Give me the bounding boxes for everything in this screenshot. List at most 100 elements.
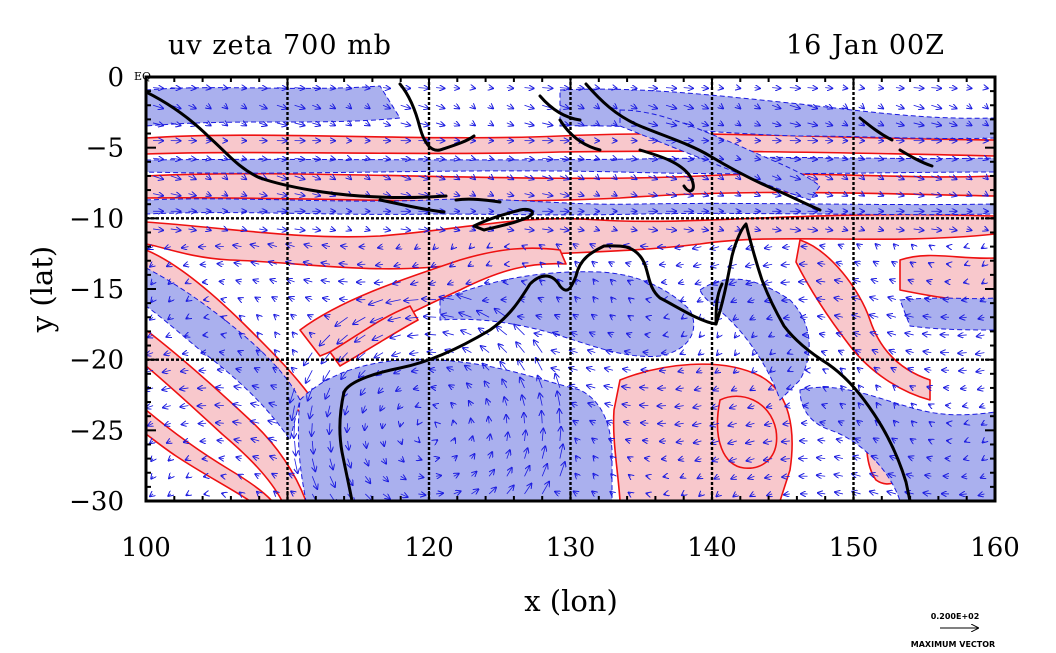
wind-vector bbox=[259, 194, 266, 196]
wind-vector bbox=[872, 279, 879, 282]
wind-vector bbox=[542, 158, 552, 159]
wind-vector bbox=[735, 353, 737, 356]
wind-vector bbox=[330, 440, 331, 452]
wind-vector bbox=[665, 105, 676, 108]
wind-vector bbox=[184, 264, 189, 265]
wind-vector bbox=[418, 194, 428, 196]
wind-vector bbox=[233, 422, 242, 423]
wind-vector bbox=[274, 315, 277, 317]
wind-vector bbox=[894, 244, 896, 246]
wind-vector bbox=[400, 423, 401, 426]
wind-vector bbox=[719, 194, 723, 196]
wind-vector bbox=[506, 194, 513, 196]
wind-vector bbox=[931, 123, 941, 125]
wind-vector bbox=[876, 421, 879, 424]
wind-vector bbox=[242, 88, 247, 89]
wind-vector bbox=[574, 244, 578, 247]
wind-vector bbox=[541, 464, 547, 477]
wind-vector bbox=[982, 247, 985, 249]
wind-vector bbox=[215, 405, 224, 406]
wind-vector bbox=[387, 300, 401, 303]
wind-vector bbox=[893, 386, 896, 388]
wind-vector bbox=[170, 123, 181, 125]
wind-vector bbox=[892, 368, 896, 370]
wind-vector bbox=[767, 317, 772, 319]
wind-vector bbox=[622, 387, 631, 388]
wind-vector bbox=[188, 158, 195, 159]
wind-vector bbox=[895, 176, 904, 179]
wind-vector bbox=[948, 229, 957, 230]
wind-vector bbox=[433, 405, 436, 406]
wind-vector bbox=[221, 476, 223, 477]
wind-vector bbox=[983, 264, 985, 266]
wind-vector bbox=[982, 282, 984, 284]
wind-vector bbox=[959, 335, 967, 336]
wind-vector bbox=[980, 406, 984, 408]
wind-vector bbox=[522, 281, 525, 282]
wind-vector bbox=[737, 158, 741, 159]
wind-vector bbox=[514, 325, 525, 336]
wind-vector bbox=[312, 458, 315, 472]
wind-vector bbox=[378, 388, 383, 393]
wind-vector bbox=[221, 299, 223, 300]
wind-vector bbox=[701, 88, 708, 89]
wind-vector bbox=[604, 386, 614, 388]
wind-vector bbox=[835, 492, 843, 494]
wind-vector bbox=[522, 246, 524, 247]
wind-vector bbox=[750, 317, 754, 319]
wind-vector bbox=[611, 298, 613, 300]
wind-vector bbox=[222, 317, 224, 318]
wind-vector bbox=[323, 298, 331, 300]
wind-vector bbox=[807, 123, 818, 125]
wind-vector bbox=[169, 282, 171, 284]
wind-vector bbox=[454, 194, 459, 196]
wind-vector bbox=[432, 264, 436, 267]
wind-vector bbox=[237, 280, 242, 281]
wind-vector bbox=[449, 385, 454, 388]
wind-vector bbox=[609, 439, 613, 441]
wind-vector bbox=[923, 316, 932, 317]
wind-vector bbox=[170, 229, 181, 230]
wind-vector bbox=[665, 176, 676, 179]
wind-vector bbox=[931, 88, 941, 89]
wind-vector bbox=[716, 494, 719, 496]
wind-vector bbox=[788, 353, 790, 354]
wind-vector bbox=[976, 370, 985, 372]
wind-vector bbox=[576, 456, 578, 459]
wind-vector bbox=[187, 300, 189, 301]
wind-vector bbox=[485, 282, 489, 283]
wind-vector bbox=[418, 423, 419, 424]
wind-vector bbox=[382, 88, 390, 89]
wind-vector bbox=[560, 444, 563, 459]
wind-vector bbox=[719, 105, 723, 108]
wind-vector bbox=[502, 380, 507, 389]
wind-vector bbox=[268, 421, 278, 423]
wind-vector bbox=[701, 194, 708, 196]
wind-vector bbox=[905, 315, 914, 317]
wind-vector bbox=[892, 262, 896, 264]
wind-vector bbox=[312, 229, 320, 230]
wind-vector bbox=[169, 300, 171, 302]
wind-vector bbox=[312, 123, 320, 125]
wind-vector bbox=[496, 327, 508, 336]
wind-vector bbox=[610, 315, 613, 317]
wind-vector bbox=[259, 105, 266, 108]
wind-vector bbox=[878, 229, 883, 230]
wind-vector bbox=[426, 334, 437, 335]
wind-vector bbox=[858, 368, 861, 370]
wind-vector bbox=[383, 459, 386, 464]
wind-vector bbox=[306, 370, 313, 383]
wind-vector bbox=[683, 88, 693, 89]
wind-vector bbox=[540, 263, 542, 265]
wind-vector bbox=[825, 176, 832, 179]
wind-vector bbox=[365, 229, 369, 230]
wind-vector bbox=[841, 404, 843, 406]
wind-vector bbox=[276, 105, 287, 108]
wind-vector bbox=[365, 158, 369, 159]
wind-vector bbox=[218, 370, 224, 371]
wind-vector bbox=[168, 317, 171, 319]
wind-vector bbox=[613, 105, 617, 108]
wind-vector bbox=[259, 123, 266, 125]
wind-vector bbox=[335, 316, 348, 326]
wind-vector bbox=[304, 280, 313, 282]
